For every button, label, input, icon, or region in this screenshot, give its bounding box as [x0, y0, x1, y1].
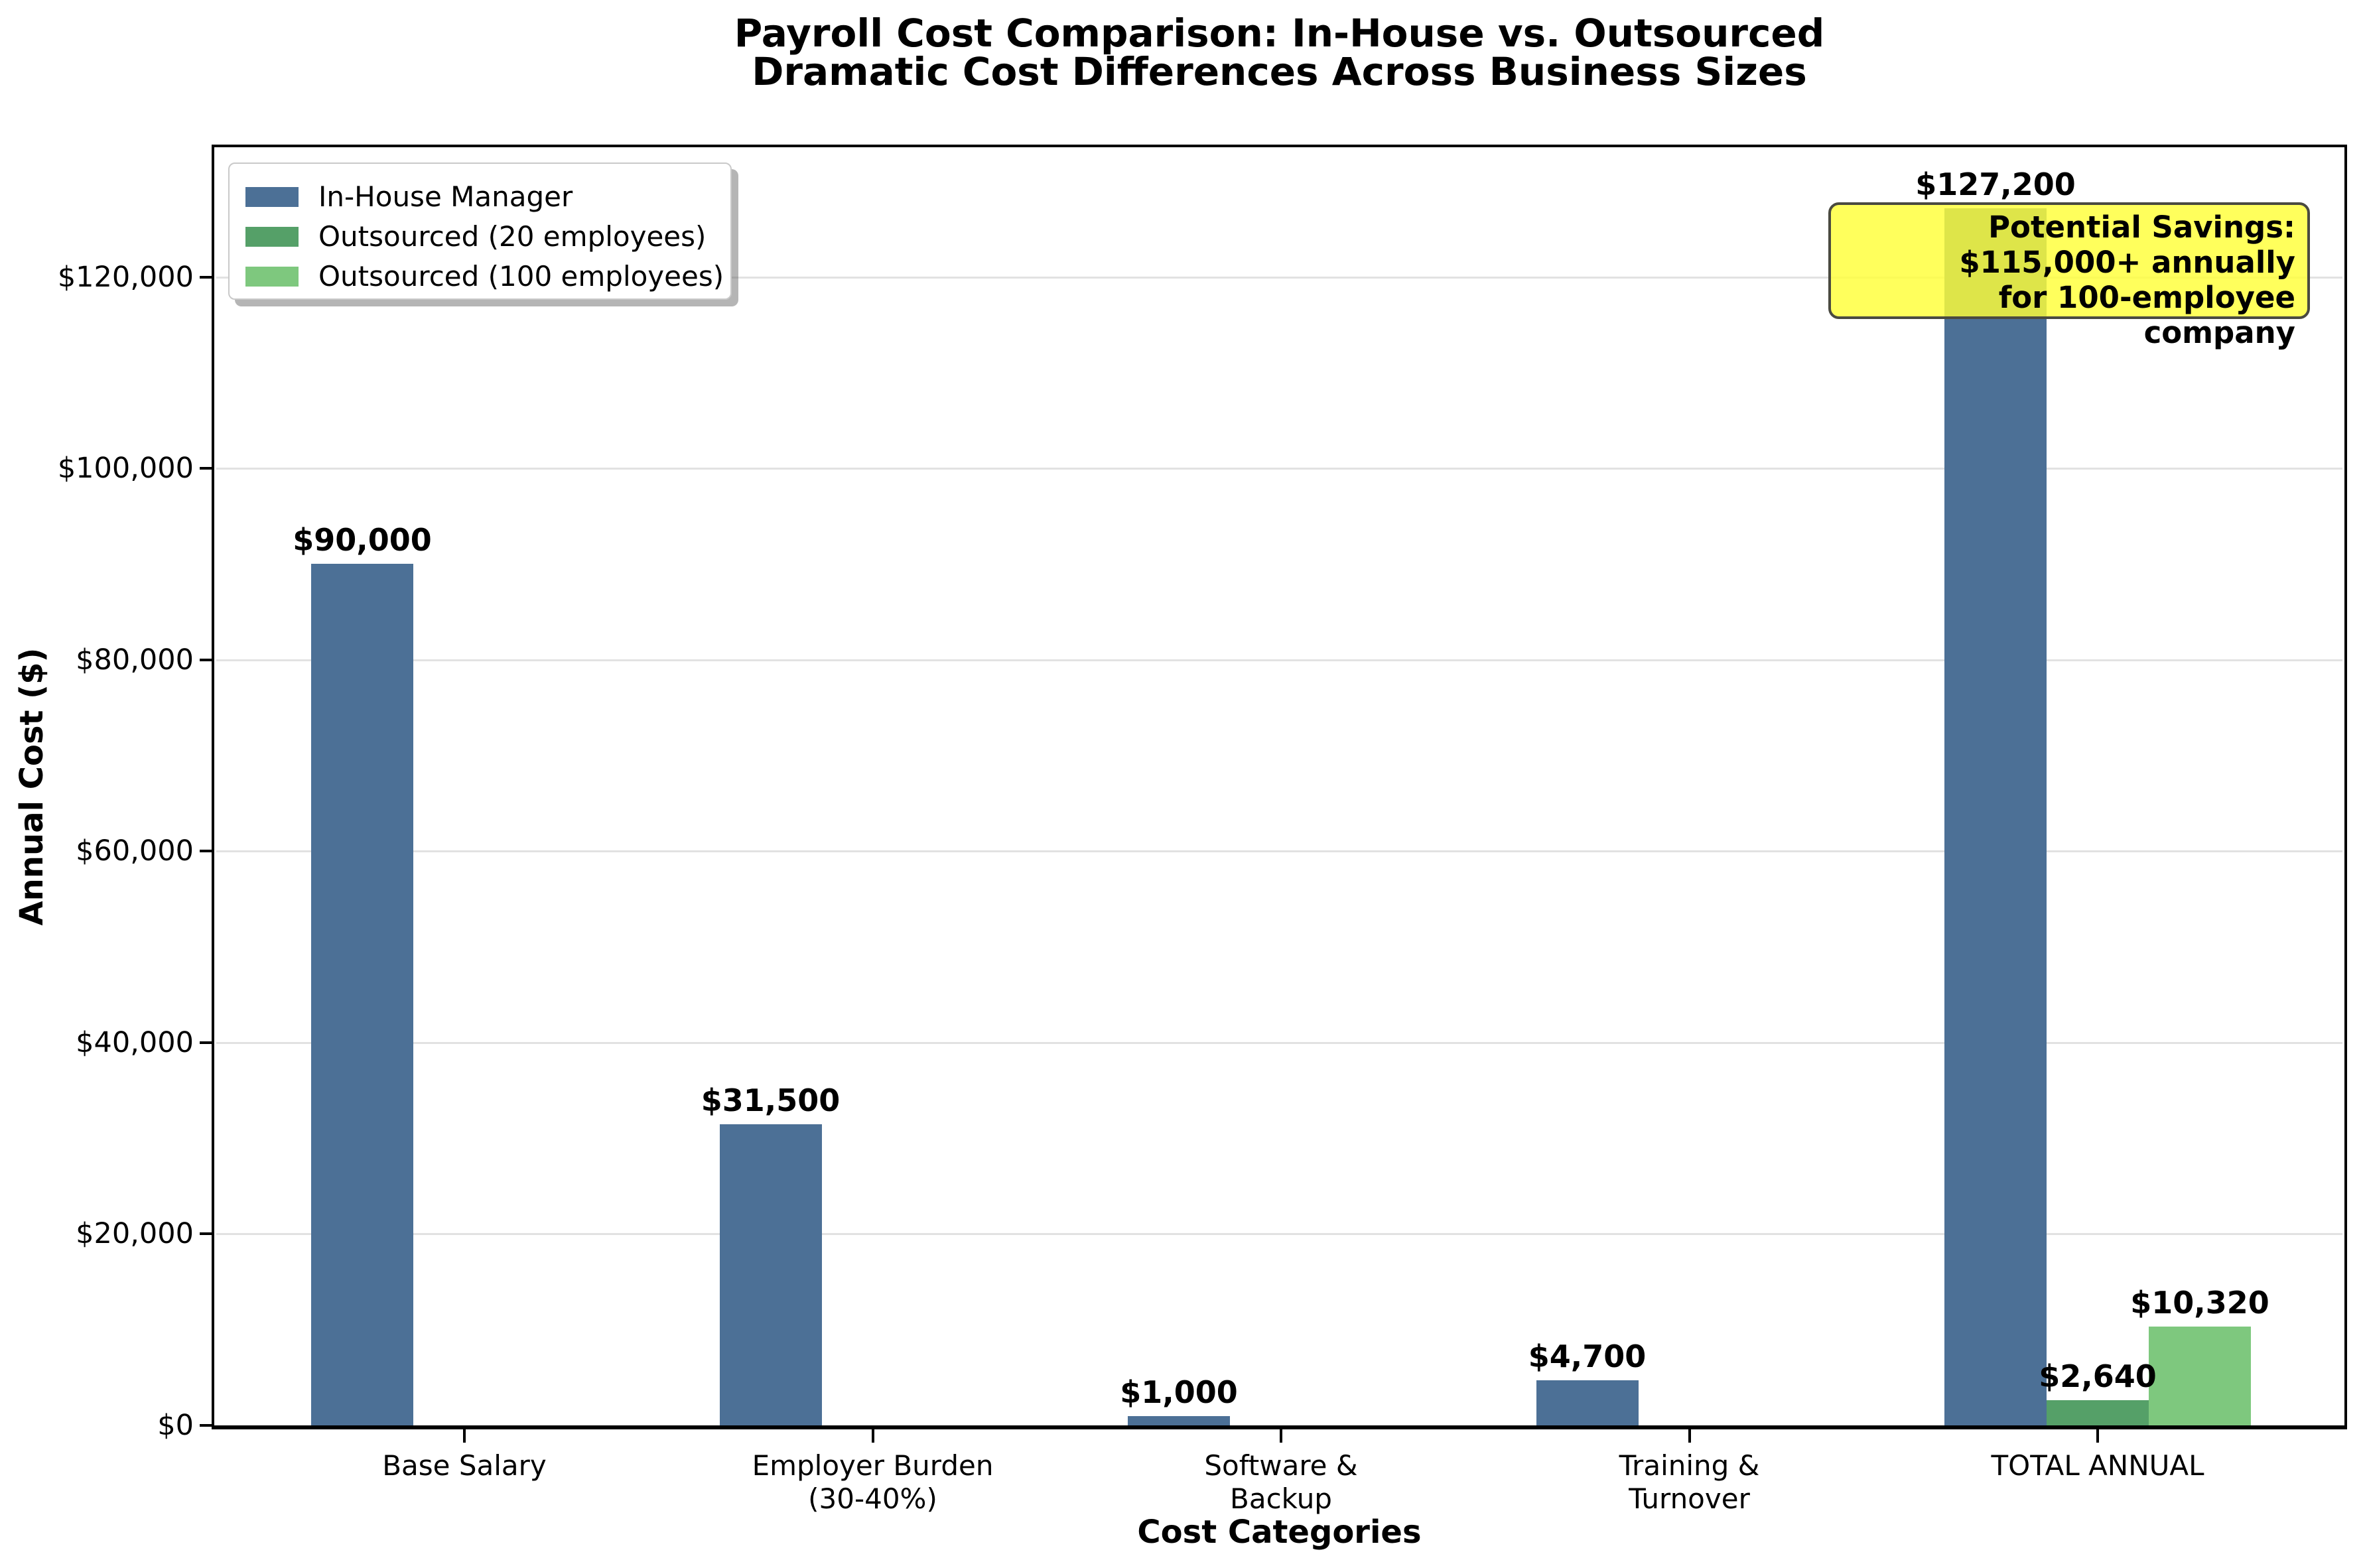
y-tick-label-120000: $120,000: [57, 260, 194, 294]
legend-swatch-outsourced-100-employees: [245, 267, 299, 287]
bar-value-label-in-house-manager-2: $1,000: [1120, 1374, 1238, 1410]
legend-swatch-in-house-manager: [245, 187, 299, 207]
y-tick-label-80000: $80,000: [76, 643, 194, 677]
x-tick-mark-2: [1280, 1429, 1282, 1443]
x-tick-mark-3: [1688, 1429, 1691, 1443]
gridline-100000: [216, 468, 2342, 470]
x-tick-label-employer-burden-30-40: Employer Burden (30-40%): [752, 1449, 994, 1515]
legend-label-outsourced-20-employees: Outsourced (20 employees): [318, 220, 707, 253]
bar-outsourced-20-employees-total-annual: [2047, 1400, 2149, 1425]
savings-annotation: Potential Savings: $115,000+ annually fo…: [1828, 202, 2310, 350]
bar-in-house-manager-base-salary: [311, 564, 413, 1425]
bar-value-label-outsourced-20-employees-4: $2,640: [2039, 1358, 2157, 1394]
gridline-40000: [216, 1041, 2342, 1044]
plot-spine-top: [212, 145, 2347, 147]
y-tick-label-20000: $20,000: [76, 1217, 194, 1251]
y-tick-mark-40000: [200, 1041, 214, 1044]
y-tick-label-60000: $60,000: [76, 834, 194, 868]
legend-item-outsourced-100-employees: Outsourced (100 employees): [245, 257, 730, 296]
bar-value-label-in-house-manager-4: $127,200: [1915, 166, 2076, 202]
bar-in-house-manager-employer-burden-30-40: [719, 1124, 822, 1425]
bar-outsourced-100-employees-total-annual: [2149, 1327, 2251, 1425]
gridline-60000: [216, 850, 2342, 853]
y-tick-mark-0: [200, 1424, 214, 1427]
gridline-80000: [216, 659, 2342, 661]
legend-swatch-outsourced-20-employees: [245, 227, 299, 247]
bar-in-house-manager-total-annual: [1944, 208, 2047, 1425]
x-tick-label-training-turnover: Training & Turnover: [1619, 1449, 1760, 1515]
x-tick-label-base-salary: Base Salary: [382, 1449, 547, 1482]
y-tick-mark-100000: [200, 467, 214, 470]
y-tick-label-40000: $40,000: [76, 1025, 194, 1059]
y-tick-mark-120000: [200, 275, 214, 279]
bar-value-label-outsourced-100-employees-4: $10,320: [2130, 1285, 2269, 1321]
y-tick-mark-80000: [200, 658, 214, 661]
chart-legend: In-House Manager Outsourced (20 employees…: [228, 163, 732, 300]
x-tick-label-total-annual: TOTAL ANNUAL: [1991, 1449, 2204, 1482]
bar-value-label-in-house-manager-1: $31,500: [701, 1082, 841, 1118]
annotation-line2: $115,000+ annually: [1959, 245, 2295, 280]
y-tick-label-0: $0: [157, 1409, 194, 1442]
annotation-line1: Potential Savings:: [1988, 210, 2295, 245]
y-tick-mark-20000: [200, 1232, 214, 1236]
plot-spine-right: [2344, 145, 2347, 1429]
x-tick-label-software-backup: Software & Backup: [1204, 1449, 1358, 1515]
bar-in-house-manager-training-turnover: [1536, 1380, 1639, 1425]
bar-in-house-manager-software-backup: [1128, 1415, 1230, 1425]
legend-item-in-house-manager: In-House Manager: [245, 177, 730, 217]
x-tick-mark-0: [463, 1429, 466, 1443]
plot-spine-left: [212, 145, 214, 1429]
legend-label-outsourced-100-employees: Outsourced (100 employees): [318, 260, 724, 293]
annotation-line3: for 100-employee company: [1998, 280, 2295, 350]
bar-value-label-in-house-manager-0: $90,000: [293, 522, 432, 558]
y-tick-mark-60000: [200, 850, 214, 853]
plot-spine-bottom: [212, 1425, 2347, 1429]
gridline-120000: [216, 276, 2342, 279]
chart-title-line1: Payroll Cost Comparison: In-House vs. Ou…: [734, 11, 1825, 56]
legend-item-outsourced-20-employees: Outsourced (20 employees): [245, 217, 730, 257]
x-tick-mark-1: [871, 1429, 874, 1443]
chart-title-line2: Dramatic Cost Differences Across Busines…: [752, 49, 1807, 94]
bar-value-label-in-house-manager-3: $4,700: [1528, 1339, 1647, 1375]
gridline-20000: [216, 1233, 2342, 1236]
y-tick-label-100000: $100,000: [57, 452, 194, 486]
x-tick-mark-4: [2096, 1429, 2099, 1443]
x-axis-title: Cost Categories: [1137, 1514, 1422, 1551]
legend-label-in-house-manager: In-House Manager: [318, 180, 573, 213]
